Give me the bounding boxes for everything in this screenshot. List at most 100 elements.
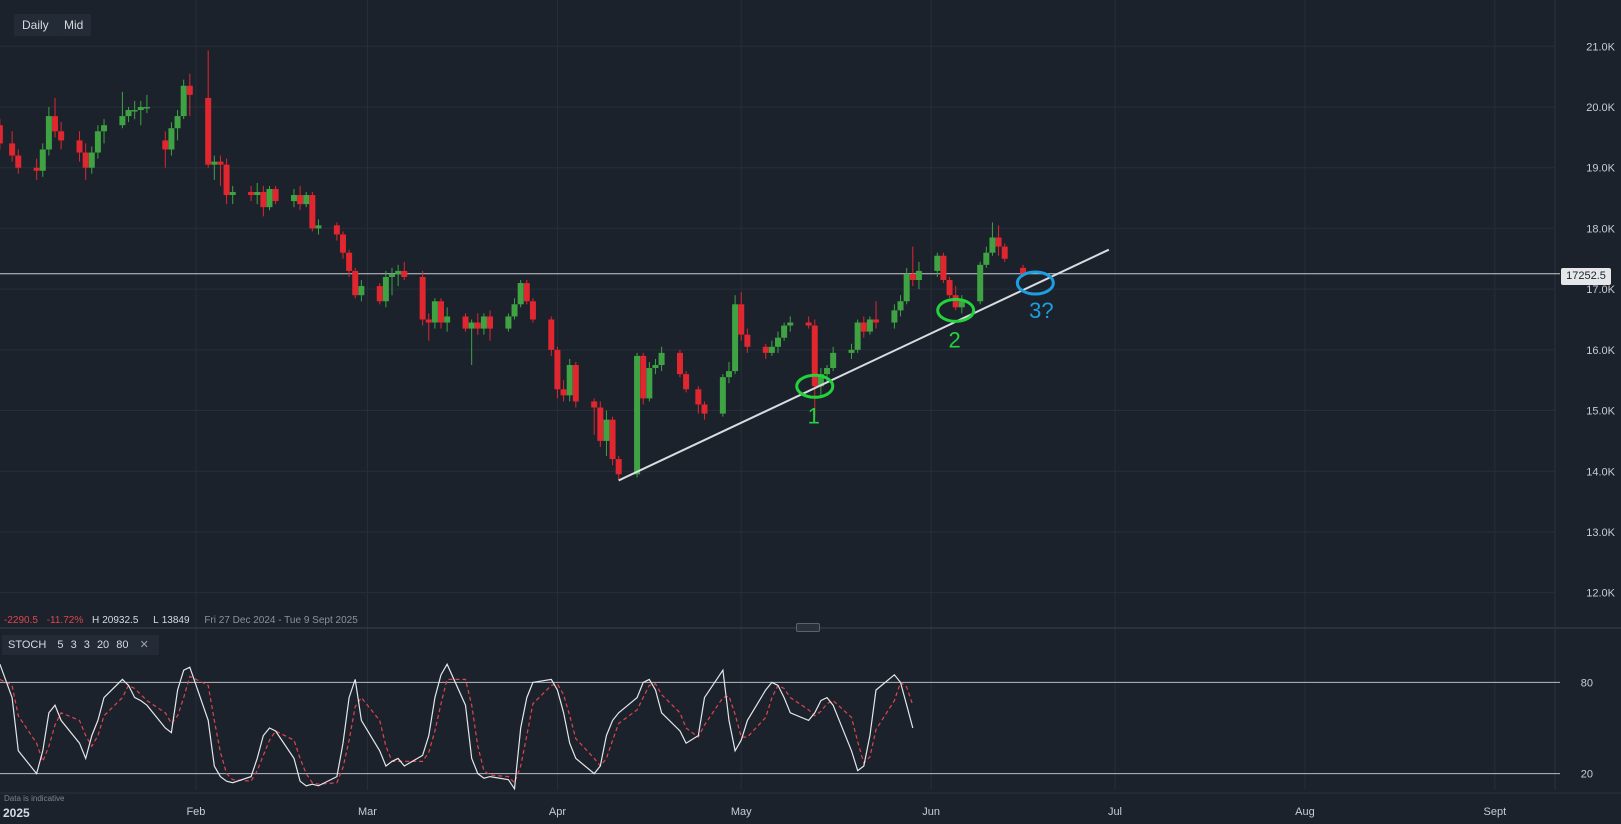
- indicator-legend[interactable]: STOCH 5 3 3 20 80 ✕: [2, 635, 159, 655]
- annotation-label: 3?: [1029, 298, 1053, 323]
- candle-down: [738, 304, 745, 335]
- candle-up: [775, 337, 781, 347]
- candle-up: [389, 273, 395, 277]
- candle-up: [817, 374, 824, 387]
- candle-up: [468, 322, 475, 329]
- price-tick-label: 18.0K: [1586, 223, 1615, 235]
- price-change-percent: -11.72%: [46, 615, 84, 626]
- candle-up: [444, 316, 451, 323]
- candle-up: [137, 106, 144, 111]
- candle-up: [934, 255, 941, 271]
- candle-down: [425, 319, 432, 323]
- price-tick-label: 19.0K: [1586, 163, 1615, 175]
- candle-down: [33, 167, 40, 171]
- candle-up: [125, 110, 132, 117]
- candle-down: [572, 365, 579, 402]
- candle-down: [162, 140, 169, 150]
- price-tick-label: 21.0K: [1586, 41, 1615, 53]
- candle-down: [548, 319, 555, 350]
- price-grid-lines: [0, 45, 1560, 594]
- candle-up: [891, 310, 898, 323]
- candle-up: [854, 322, 861, 350]
- time-tick-label: Jun: [922, 806, 940, 818]
- candle-down: [217, 161, 224, 165]
- price-tick-label: 20.0K: [1586, 102, 1615, 114]
- candle-up: [848, 349, 855, 353]
- candle-up: [732, 304, 739, 372]
- annotation-label: 2: [949, 327, 961, 352]
- candle-down: [529, 301, 536, 320]
- close-icon[interactable]: ✕: [139, 639, 149, 651]
- candle-down: [591, 401, 598, 408]
- candle-down: [560, 389, 567, 396]
- candle-up: [39, 149, 46, 171]
- timeframe-button[interactable]: Daily: [14, 14, 57, 36]
- high-value: 20932.5: [102, 615, 139, 626]
- candle-down: [333, 225, 340, 235]
- candle-down: [523, 283, 530, 302]
- candle-up: [517, 283, 524, 305]
- candle-down: [462, 316, 469, 329]
- time-tick-label: Sept: [1484, 806, 1507, 818]
- indicator-param: 80: [116, 639, 129, 651]
- candle-up: [768, 346, 775, 353]
- candle-down: [9, 143, 16, 156]
- candle-up: [174, 116, 181, 129]
- candle-down: [873, 319, 880, 323]
- disclaimer: Data is indicative: [4, 794, 65, 803]
- indicator-name: STOCH: [8, 639, 47, 651]
- panel-resize-handle[interactable]: [796, 623, 820, 632]
- candle-up: [211, 161, 218, 165]
- candle-down: [683, 374, 690, 390]
- candle-down: [76, 140, 83, 153]
- candle-up: [897, 301, 904, 311]
- candle-up: [824, 368, 831, 375]
- candle-down: [376, 286, 383, 302]
- candle-down: [223, 164, 230, 196]
- price-axis[interactable]: 21.0K 20.0K 19.0K 18.0K 17.0K 16.0K 15.0K 14.0K…: [1581, 41, 1616, 780]
- annotation-circle: [1015, 270, 1055, 296]
- price-tick-label: 17.0K: [1586, 284, 1615, 296]
- annotation-label: 1: [808, 403, 820, 428]
- candle-down: [909, 273, 916, 281]
- candle-up: [903, 273, 910, 302]
- time-tick-label: Apr: [549, 806, 566, 818]
- candle-up: [866, 319, 873, 332]
- low-value: 13849: [161, 615, 190, 626]
- candle-up: [101, 125, 108, 132]
- candle-down: [205, 97, 212, 165]
- price-tick-label: 12.0K: [1586, 588, 1615, 600]
- candle-up: [290, 195, 297, 202]
- candle-up: [511, 304, 518, 317]
- candle-down: [940, 255, 947, 281]
- candle-down: [640, 355, 647, 399]
- candle-up: [658, 352, 665, 366]
- candle-up: [382, 276, 389, 302]
- candle-up: [977, 264, 984, 302]
- price-mode-button[interactable]: Mid: [56, 14, 92, 36]
- candle-down: [609, 419, 616, 460]
- candle-down: [762, 346, 769, 353]
- stats-bar: -2290.5 -11.72% H 20932.5 L 13849 Fri 27 D…: [4, 615, 364, 626]
- candle-down: [860, 322, 867, 332]
- candle-down: [597, 407, 604, 441]
- current-price-tag: 17252.5: [1561, 268, 1611, 285]
- candle-down: [952, 295, 959, 308]
- candle-down: [82, 152, 89, 168]
- candle-down: [615, 459, 622, 475]
- drawing-overlay: 1 2 3?: [618, 248, 1110, 482]
- candle-down: [744, 334, 751, 347]
- candle-up: [983, 252, 990, 265]
- time-tick-label: Jul: [1108, 806, 1122, 818]
- candle-down: [186, 85, 193, 95]
- indicator-param: 5: [57, 639, 64, 651]
- candle-down: [438, 301, 445, 323]
- candle-down: [15, 155, 22, 168]
- candle-down: [1020, 267, 1027, 274]
- candle-up: [431, 301, 438, 323]
- time-axis[interactable]: Feb Mar Apr May Jun Jul Aug Sept: [186, 806, 1506, 818]
- stoch-tick-label: 80: [1581, 677, 1593, 689]
- year-label: 2025: [3, 806, 30, 820]
- price-tick-label: 14.0K: [1586, 466, 1615, 478]
